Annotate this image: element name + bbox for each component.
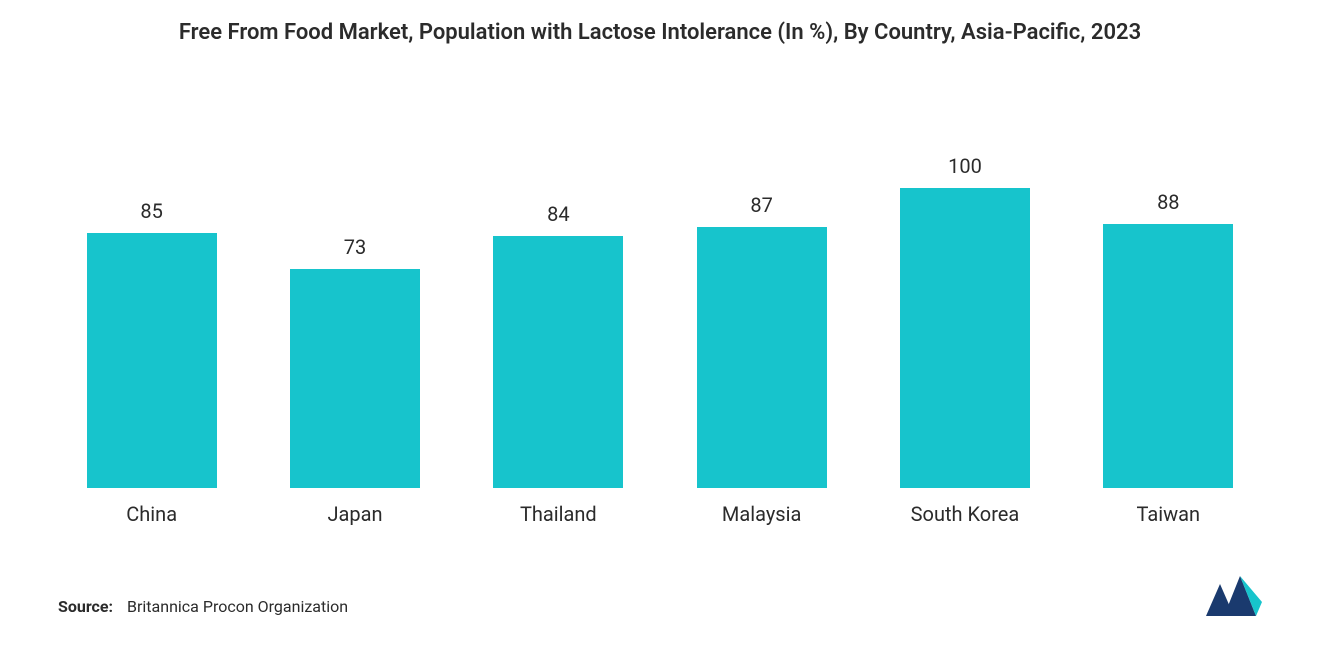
bar-group: 100 [863, 108, 1066, 488]
bar-group: 73 [253, 108, 456, 488]
bar-group: 87 [660, 108, 863, 488]
x-axis-label: Malaysia [660, 502, 863, 526]
x-axis-label: Taiwan [1067, 502, 1270, 526]
chart-x-axis: ChinaJapanThailandMalaysiaSouth KoreaTai… [40, 488, 1280, 526]
source-line: Source: Britannica Procon Organization [58, 597, 348, 616]
brand-logo-icon [1206, 576, 1262, 616]
bar-value-label: 73 [344, 235, 366, 259]
bar-group: 85 [50, 108, 253, 488]
source-label: Source: [58, 597, 113, 616]
chart-plot-area: 85 73 84 87 100 88 [40, 108, 1280, 488]
x-axis-label: South Korea [863, 502, 1066, 526]
bar-group: 88 [1067, 108, 1270, 488]
bar [697, 227, 827, 488]
chart-footer: Source: Britannica Procon Organization [40, 576, 1280, 632]
source-text: Britannica Procon Organization [127, 597, 348, 616]
x-axis-label: China [50, 502, 253, 526]
bar [1103, 224, 1233, 488]
x-axis-label: Japan [253, 502, 456, 526]
bar-group: 84 [457, 108, 660, 488]
bar [290, 269, 420, 488]
chart-container: Free From Food Market, Population with L… [0, 0, 1320, 665]
bar-value-label: 85 [140, 199, 162, 223]
bar [900, 188, 1030, 488]
bar [87, 233, 217, 488]
bar-value-label: 84 [547, 202, 569, 226]
bar-value-label: 88 [1157, 190, 1179, 214]
chart-title: Free From Food Market, Population with L… [40, 18, 1280, 48]
bar-value-label: 87 [750, 193, 772, 217]
x-axis-label: Thailand [457, 502, 660, 526]
bar [493, 236, 623, 488]
bar-value-label: 100 [948, 154, 982, 178]
